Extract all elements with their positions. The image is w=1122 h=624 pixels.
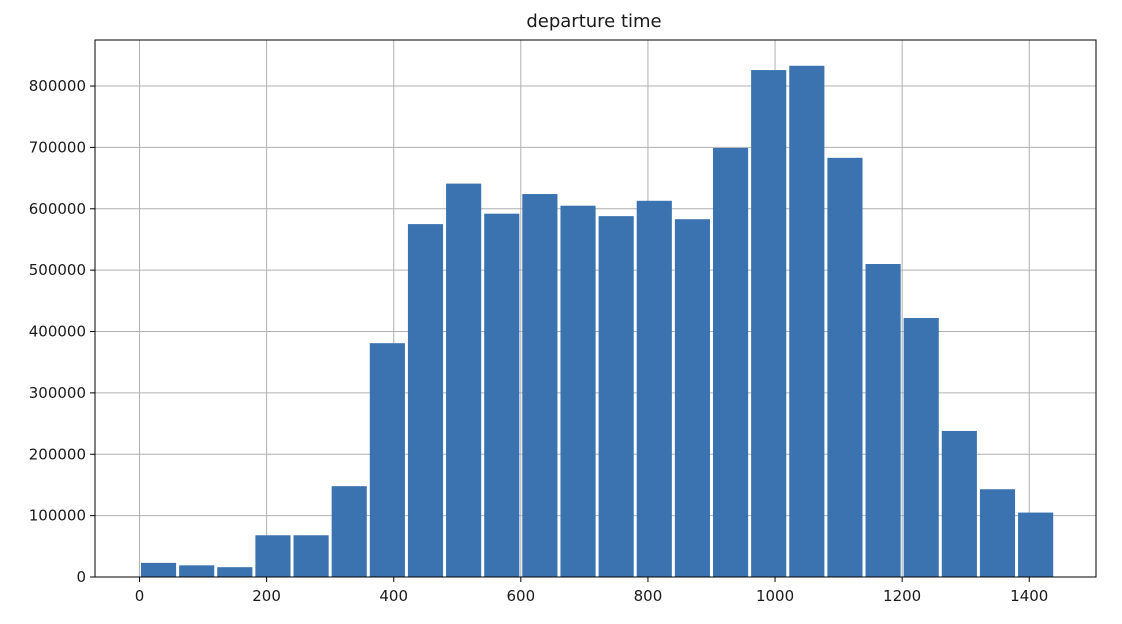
x-axis-ticks: 0 200 400 600 800 1000 1200 1400 — [135, 577, 1048, 605]
y-tick-label: 300000 — [29, 384, 86, 402]
bar — [293, 535, 329, 577]
bar — [179, 565, 215, 577]
y-tick-label: 700000 — [29, 138, 86, 156]
bar — [636, 200, 672, 577]
y-tick-label: 100000 — [29, 507, 86, 525]
bar — [674, 219, 710, 577]
bar — [903, 318, 939, 577]
y-tick-label: 600000 — [29, 200, 86, 218]
x-tick-label: 200 — [252, 587, 281, 605]
y-tick-label: 800000 — [29, 77, 86, 95]
bars-group — [140, 65, 1054, 578]
chart-title: departure time — [526, 11, 661, 32]
bar — [941, 430, 977, 577]
bar — [255, 535, 291, 577]
x-tick-label: 0 — [135, 587, 145, 605]
bar — [598, 216, 634, 578]
x-tick-label: 400 — [379, 587, 408, 605]
bar — [331, 486, 367, 577]
bar — [712, 148, 749, 577]
y-axis-ticks: 0 100000 200000 300000 400000 500000 600000 700… — [29, 77, 95, 586]
bar — [751, 70, 787, 578]
bar — [369, 343, 405, 577]
bar — [446, 183, 482, 578]
y-tick-label: 500000 — [29, 261, 86, 279]
bar — [979, 489, 1016, 577]
x-tick-label: 1400 — [1010, 587, 1048, 605]
y-tick-label: 200000 — [29, 445, 86, 463]
bar — [560, 205, 596, 577]
bar — [789, 65, 825, 577]
y-tick-label: 400000 — [29, 323, 86, 341]
bar — [522, 194, 558, 577]
x-tick-label: 1200 — [883, 587, 921, 605]
bar — [407, 224, 444, 577]
bar — [865, 264, 901, 577]
plot-frame — [94, 39, 1097, 578]
bar — [1018, 512, 1054, 577]
bar — [140, 562, 177, 577]
bar — [827, 157, 863, 578]
x-tick-label: 800 — [634, 587, 663, 605]
x-tick-label: 600 — [507, 587, 536, 605]
x-tick-label: 1000 — [756, 587, 794, 605]
y-tick-label: 0 — [76, 568, 86, 586]
bar — [217, 567, 253, 577]
bar — [484, 213, 520, 577]
